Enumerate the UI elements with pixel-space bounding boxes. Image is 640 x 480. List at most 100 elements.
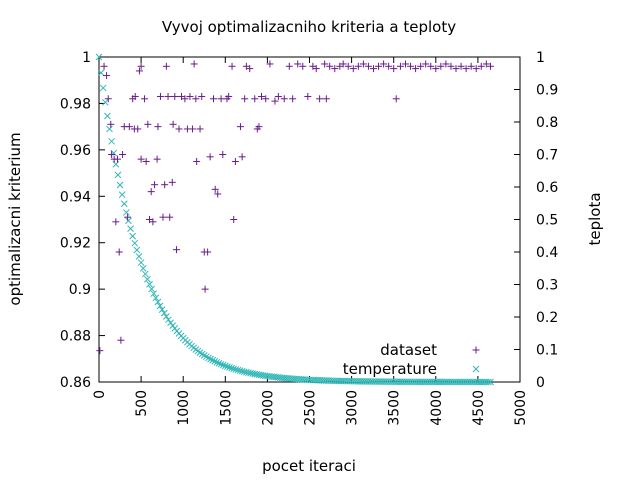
temperature-point [118,191,126,198]
x-tick-label: 2000 [260,390,276,426]
temperature-point [101,98,109,106]
dataset-point [149,218,157,226]
dataset-point [407,62,415,70]
dataset-point [331,65,339,73]
temperature-point [485,378,492,386]
y2-tick-label: 0.9 [536,83,558,99]
dataset-point [115,248,123,256]
dataset-point [482,60,490,68]
dataset-point [164,92,172,100]
dataset-point [417,62,425,70]
temperature-point [106,125,113,133]
temperature-point [148,285,155,293]
temperature-point [211,357,219,365]
temperature-point [123,209,130,216]
temperature-point [207,355,214,363]
temperature-point [120,200,128,208]
temperature-point [226,364,233,371]
x-tick-label: 4500 [471,390,487,426]
dataset-point [230,216,238,223]
dataset-point [206,153,214,161]
dataset-point [246,65,254,73]
dataset-point [236,123,244,131]
temperature-point [95,53,103,61]
dataset-point [487,62,495,70]
dataset-point [344,62,352,70]
dataset-point [304,92,312,100]
dataset-point [124,213,132,221]
dataset-point [289,95,297,103]
dataset-point [137,155,145,163]
y-tick-label: 0.94 [60,189,91,205]
temperature-point [232,366,240,373]
legend-label-temperature: temperature [343,360,437,378]
plot-area [98,56,521,383]
dataset-point [175,125,183,133]
dataset-point [96,347,104,355]
y-tick-label: 0.92 [60,236,91,252]
y2-tick-label: 0.5 [536,213,558,229]
temperature-point [150,290,158,297]
dataset-point [166,213,174,221]
dataset-point [390,65,398,73]
temperature-point [224,363,231,371]
dataset-point [144,120,152,128]
dataset-point [262,95,270,103]
dataset-point [107,120,115,128]
dataset-point [228,62,236,70]
temperature-point [131,239,139,247]
plot-frame [98,56,521,383]
dataset-point [211,185,219,193]
temperature-point [154,298,162,306]
temperature-point [156,302,164,310]
temperature-point [108,137,115,145]
dataset-point [190,60,198,68]
dataset-point [354,62,362,70]
dataset-point [271,97,279,105]
y-axis-ticks: 0.86 0.88 0.9 0.92 0.94 0.96 0.98 1 [60,50,105,391]
temperature-point [144,275,151,283]
dataset-point [472,65,480,73]
temperature-point [240,368,248,376]
dataset-point [312,65,320,73]
dataset-point [100,62,108,70]
dataset-point [112,218,120,226]
dataset-point [285,62,293,70]
dataset-point [161,181,169,189]
y2-axis-label: teplota [586,192,604,245]
y2-tick-label: 0.7 [536,148,558,164]
dataset-point [134,125,142,133]
temperature-point [160,309,168,317]
dataset-point [135,67,143,75]
dataset-point [125,123,133,131]
dataset-point [375,62,383,70]
temperature-point [133,246,141,254]
dataset-point [294,60,302,68]
dataset-point [359,60,367,68]
y2-tick-label: 0 [536,375,545,391]
temperature-point [125,217,132,225]
dataset-point [385,62,393,70]
dataset-point [192,95,200,103]
temperature-point [209,356,217,364]
dataset-point [467,62,475,70]
dataset-point [326,62,334,70]
dataset-point [432,65,440,73]
dataset-point [322,95,330,103]
dataset-point [154,123,162,131]
dataset-point [142,157,150,165]
temperature-point [234,366,242,374]
legend: dataset temperature [343,341,480,378]
temperature-point [158,306,166,313]
x-axis-label: pocet iteraci [262,457,356,475]
y-tick-label: 0.88 [60,329,91,345]
dataset-point [153,155,161,163]
temperature-point [205,354,212,362]
dataset-series [96,60,495,355]
y-tick-label: 0.86 [60,375,91,391]
x-tick-label: 2500 [303,390,319,426]
temperature-point [238,367,246,375]
x-tick-label: 3000 [345,390,361,426]
temperature-point [219,361,227,369]
dataset-point [119,151,127,158]
